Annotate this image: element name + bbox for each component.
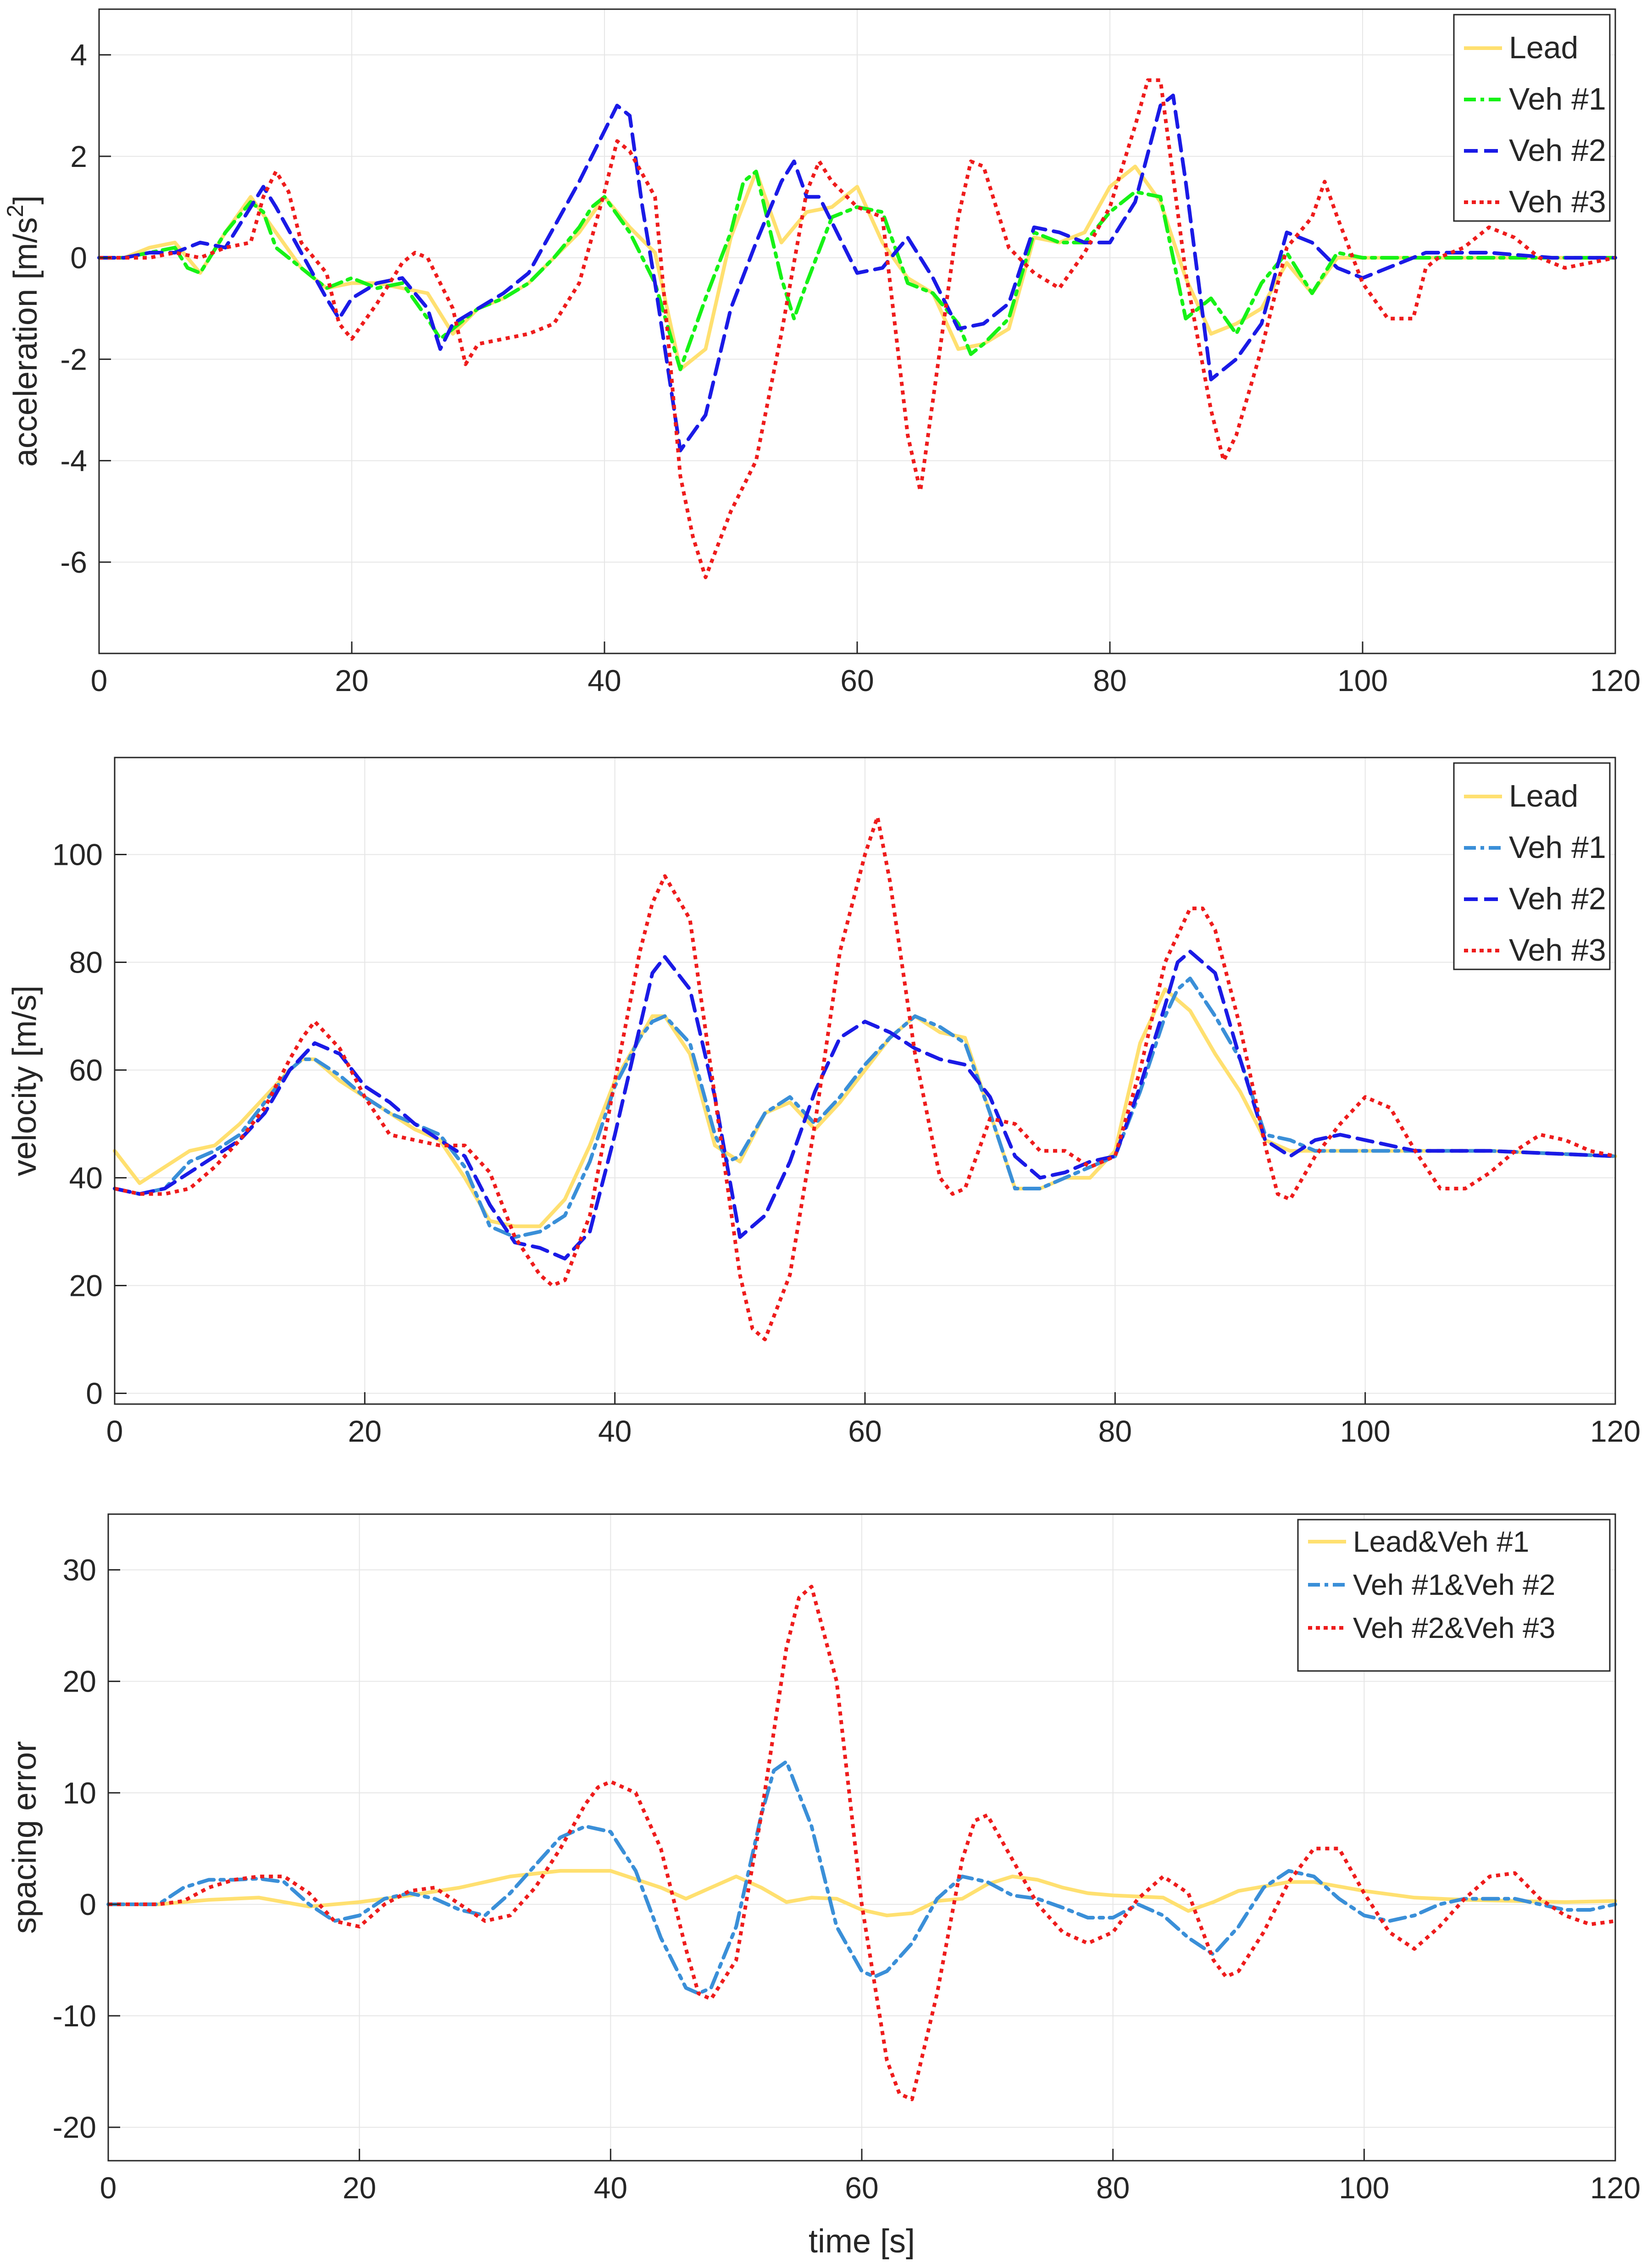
xtick-label-0: 0	[100, 2171, 117, 2205]
xlabel-time: time [s]	[809, 2223, 915, 2260]
xtick-label-2: 40	[598, 1414, 632, 1448]
ytick-label-4: -4	[60, 444, 87, 478]
legend-spacing-error: Lead&Veh #1 Veh #1&Veh #2 Veh #2&Veh #3	[1297, 1519, 1611, 1672]
ylabel-velocity: velocity [m/s]	[6, 985, 43, 1176]
legend-label-1: Veh #1	[1509, 830, 1606, 865]
xtick-label-4: 80	[1096, 2171, 1130, 2205]
ytick-label-3: -2	[60, 342, 87, 376]
series-spacing-error	[106, 1585, 1617, 2102]
xtick-label-4: 80	[1093, 664, 1126, 697]
legend-label-1: Veh #1	[1509, 82, 1606, 116]
series-acceleration	[97, 78, 1617, 580]
ytick-label-1: 20	[63, 1665, 96, 1698]
series-line-veh-2	[97, 94, 1617, 453]
ylabel-acceleration-close: ]	[7, 195, 44, 205]
legend-label-0: Lead&Veh #1	[1353, 1525, 1529, 1558]
legend-label-0: Lead	[1509, 30, 1578, 65]
xtick-label-1: 20	[343, 2171, 376, 2205]
xtick-label-6: 120	[1590, 2171, 1641, 2205]
xtick-label-2: 40	[594, 2171, 627, 2205]
ytick-label-1: 80	[69, 946, 103, 979]
legend-label-3: Veh #3	[1509, 184, 1606, 219]
legend-label-2: Veh #2	[1509, 133, 1606, 168]
series-line-veh-3	[114, 815, 1616, 1341]
series-line-veh-1	[113, 976, 1617, 1239]
xtick-label-5: 100	[1337, 664, 1388, 697]
legend-box	[1297, 1519, 1611, 1672]
ytick-label-0: 100	[52, 838, 103, 872]
ytick-label-4: 20	[69, 1269, 103, 1303]
ytick-label-4: -10	[53, 1999, 96, 2033]
ytick-label-5: 0	[86, 1377, 103, 1411]
legend-label-0: Lead	[1509, 779, 1578, 813]
legend-label-2: Veh #2	[1509, 881, 1606, 916]
xtick-label-1: 20	[335, 664, 368, 697]
xtick-label-0: 0	[106, 1414, 123, 1448]
xtick-label-4: 80	[1098, 1414, 1132, 1448]
xtick-label-3: 60	[845, 2171, 878, 2205]
ylabel-acceleration-main: acceleration [m/s	[7, 217, 44, 467]
xtick-label-1: 20	[348, 1414, 382, 1448]
legend-label-2: Veh #2&Veh #3	[1353, 1611, 1555, 1644]
legend-label-1: Veh #1&Veh #2	[1353, 1568, 1555, 1601]
panel-velocity: 0 20 40 60 80 100 120 100 80 60 40 20 0 velocity [m/…	[6, 757, 1641, 1449]
ytick-label-3: 40	[69, 1161, 103, 1195]
ytick-label-0: 4	[70, 38, 87, 72]
legend-velocity: Lead Veh #1 Veh #2 Veh #3	[1453, 762, 1611, 970]
legend-acceleration: Lead Veh #1 Veh #2 Veh #3	[1453, 14, 1611, 222]
ylabel-spacing-error: spacing error	[6, 1741, 43, 1934]
series-line-lead-veh-1	[106, 1869, 1617, 1918]
series-line-veh-1	[97, 170, 1617, 371]
xtick-label-0: 0	[91, 664, 108, 697]
ytick-label-1: 2	[70, 139, 87, 173]
ytick-label-5: -6	[60, 545, 87, 579]
xtick-label-3: 60	[840, 664, 874, 697]
ytick-label-5: -20	[53, 2110, 96, 2144]
series-velocity	[113, 815, 1617, 1341]
xtick-label-5: 100	[1339, 2171, 1389, 2205]
ytick-label-2: 0	[70, 241, 87, 275]
ylabel-acceleration: acceleration [m/s2]	[2, 195, 44, 467]
xtick-label-3: 60	[848, 1414, 881, 1448]
series-line-veh-2-veh-3	[108, 1585, 1616, 2102]
ytick-label-2: 10	[63, 1776, 96, 1810]
ytick-label-2: 60	[69, 1053, 103, 1087]
xtick-label-6: 120	[1590, 1414, 1641, 1448]
xtick-label-5: 100	[1340, 1414, 1391, 1448]
series-line-veh-1-veh-2	[106, 1759, 1617, 1996]
ytick-label-0: 30	[63, 1553, 96, 1587]
legend-label-3: Veh #3	[1509, 933, 1606, 968]
ticks-velocity: 0 20 40 60 80 100 120 100 80 60 40 20 0	[52, 838, 1641, 1449]
series-line-veh-3	[99, 78, 1616, 580]
xtick-label-6: 120	[1590, 664, 1641, 697]
ylabel-acceleration-superscript: 2	[2, 205, 28, 217]
xtick-label-2: 40	[588, 664, 621, 697]
ytick-label-3: 0	[79, 1887, 96, 1921]
